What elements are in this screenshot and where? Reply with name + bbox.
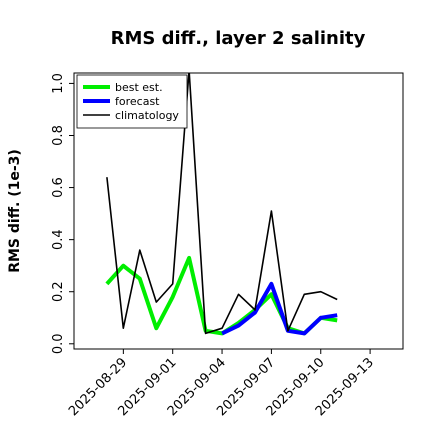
legend-label-climatology: climatology bbox=[115, 109, 179, 122]
y-tick-label: 0.0 bbox=[51, 333, 66, 354]
series-layer bbox=[105, 73, 338, 336]
x-ticks: 2025-08-292025-09-012025-09-042025-09-07… bbox=[66, 349, 377, 419]
y-tick-label: 1.0 bbox=[51, 73, 66, 94]
legend-label-forecast: forecast bbox=[115, 95, 160, 108]
series-line-forecast bbox=[221, 281, 338, 336]
y-ticks: 0.0 0.2 0.4 0.6 0.8 1.0 bbox=[51, 73, 74, 354]
series-line-climatology bbox=[106, 73, 338, 335]
legend: best est. forecast climatology bbox=[76, 74, 188, 129]
plot-frame bbox=[73, 72, 404, 350]
chart-title: RMS diff., layer 2 salinity bbox=[111, 28, 366, 49]
series-line-best-est bbox=[105, 255, 338, 336]
y-tick-label: 0.8 bbox=[51, 125, 66, 146]
y-tick-label: 0.6 bbox=[51, 177, 66, 198]
y-axis-label: RMS diff. (1e-3) bbox=[7, 149, 23, 273]
legend-label-best-est: best est. bbox=[115, 81, 163, 94]
y-tick-label: 0.2 bbox=[51, 281, 66, 302]
y-tick-label: 0.4 bbox=[51, 229, 66, 250]
